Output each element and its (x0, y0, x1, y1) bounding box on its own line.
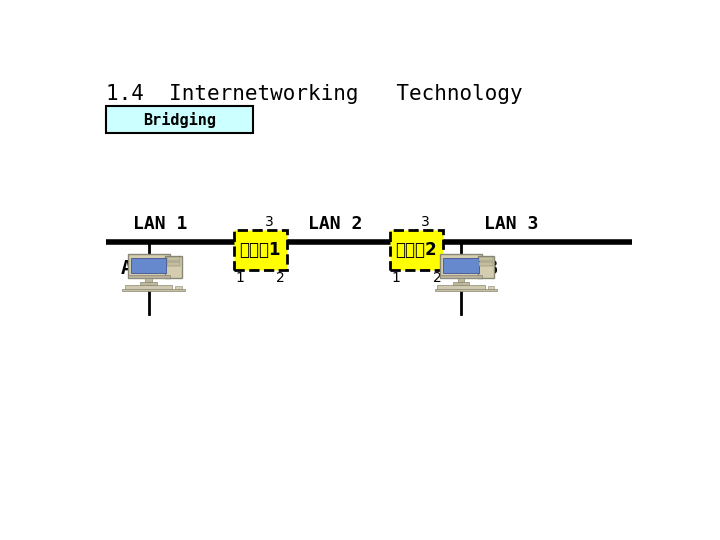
Text: LAN 2: LAN 2 (308, 215, 363, 233)
Bar (140, 282, 157, 285)
Bar (440, 275, 482, 278)
Text: 2: 2 (433, 271, 441, 285)
Text: Bridging: Bridging (143, 112, 216, 128)
Bar (437, 285, 485, 290)
Bar (444, 258, 479, 273)
Text: 2: 2 (276, 271, 285, 285)
Text: 3: 3 (421, 215, 430, 229)
Text: LAN 1: LAN 1 (132, 215, 187, 233)
Bar (167, 262, 180, 266)
Bar (175, 286, 181, 290)
Text: LAN 3: LAN 3 (484, 215, 539, 233)
Bar (480, 262, 492, 266)
Bar (487, 286, 494, 290)
Text: 브리지2: 브리지2 (395, 241, 437, 259)
Bar (435, 289, 497, 291)
Bar (145, 278, 152, 282)
Text: 1.4  Internetworking   Technology: 1.4 Internetworking Technology (106, 84, 522, 104)
Bar (477, 256, 494, 278)
Bar (127, 254, 169, 278)
Bar (234, 230, 287, 269)
FancyBboxPatch shape (106, 106, 253, 133)
Bar (131, 258, 166, 273)
Bar (122, 289, 184, 291)
Text: B: B (486, 259, 498, 278)
Bar (390, 230, 443, 269)
Bar (453, 282, 469, 285)
Text: A: A (120, 259, 132, 278)
Bar (480, 258, 492, 261)
Text: 브리지1: 브리지1 (240, 241, 281, 259)
Text: 3: 3 (265, 215, 274, 229)
Bar (165, 256, 181, 278)
Bar (127, 275, 169, 278)
Bar (458, 278, 464, 282)
Bar (125, 285, 172, 290)
Bar (167, 258, 180, 261)
Bar (440, 254, 482, 278)
Text: 1: 1 (235, 271, 244, 285)
Text: 1: 1 (392, 271, 400, 285)
